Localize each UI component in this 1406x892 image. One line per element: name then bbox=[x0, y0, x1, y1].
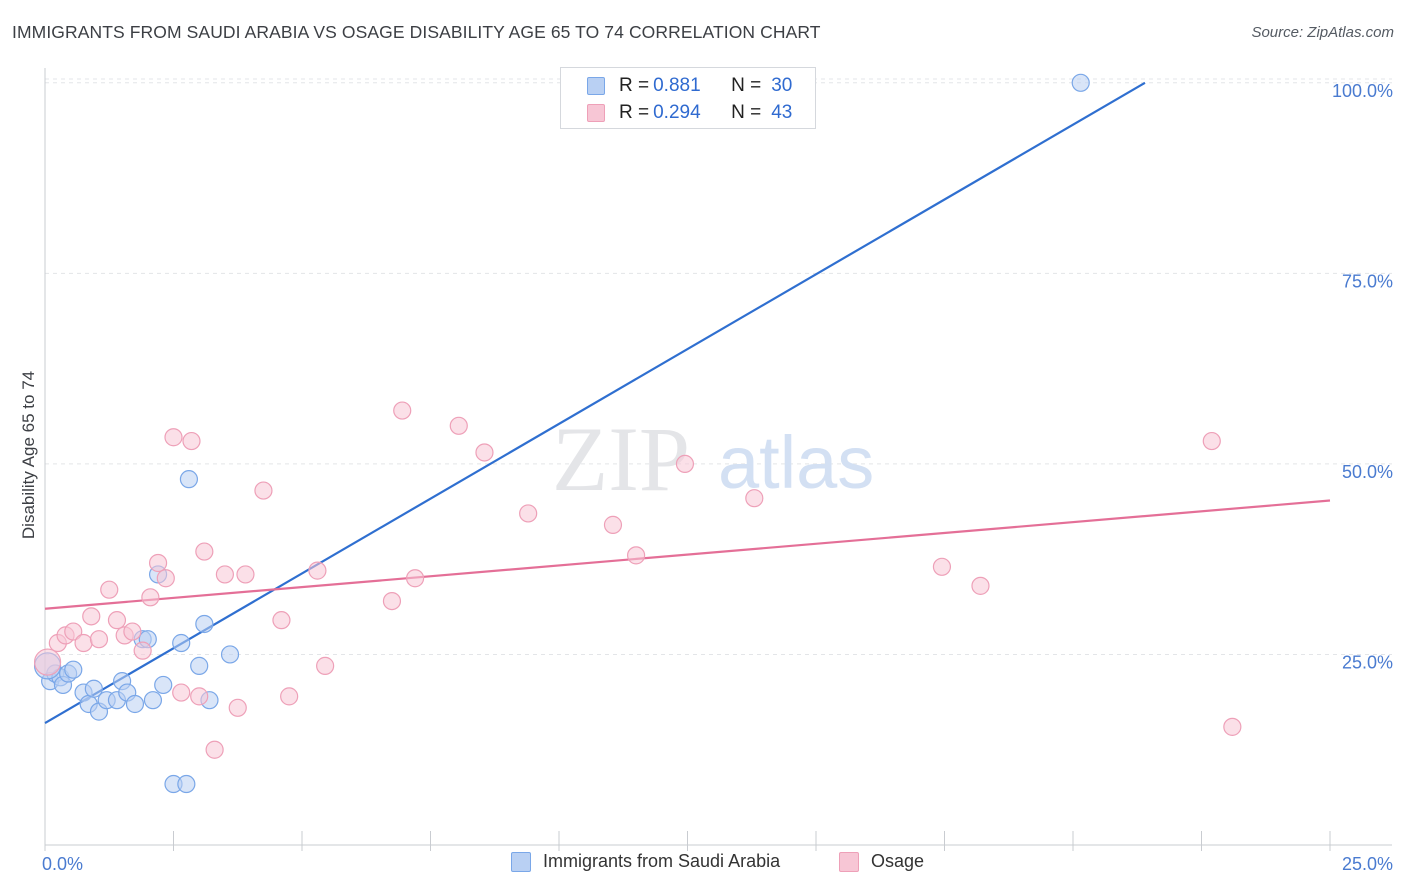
series-swatch-saudi bbox=[511, 851, 531, 872]
point-osage bbox=[308, 561, 327, 580]
series-legend-saudi: Immigrants from Saudi Arabia bbox=[511, 851, 780, 872]
point-osage bbox=[123, 622, 142, 641]
tick-labels: 25.0% 50.0% 75.0% 100.0% 0.0% 25.0% bbox=[42, 81, 1393, 874]
watermark-zip: ZIP bbox=[552, 408, 690, 510]
point-osage bbox=[675, 454, 695, 474]
legend-n-label: N = bbox=[731, 75, 762, 96]
point-osage bbox=[393, 401, 412, 420]
trend-line-osage bbox=[44, 499, 1331, 610]
point-saudi bbox=[177, 774, 196, 794]
point-osage bbox=[272, 611, 291, 630]
x-tick-label: 0.0% bbox=[42, 854, 83, 874]
point-saudi bbox=[220, 645, 240, 664]
point-osage bbox=[254, 481, 273, 500]
legend-n-value: 43 bbox=[771, 102, 793, 123]
point-saudi bbox=[1071, 73, 1090, 92]
point-osage bbox=[74, 633, 93, 653]
point-osage bbox=[519, 504, 538, 523]
y-tick-label: 25.0% bbox=[1342, 652, 1393, 672]
series-swatch-osage bbox=[839, 851, 859, 872]
correlation-legend: R = 0.881 N = 30 R = 0.294 N = 43 bbox=[560, 67, 816, 129]
point-osage bbox=[449, 416, 468, 435]
axes bbox=[44, 68, 1392, 851]
x-tick-label: 25.0% bbox=[1342, 854, 1393, 874]
legend-row-saudi: R = 0.881 N = 30 bbox=[587, 74, 792, 98]
chart-title: IMMIGRANTS FROM SAUDI ARABIA VS OSAGE DI… bbox=[12, 22, 821, 42]
y-tick-label: 75.0% bbox=[1342, 271, 1393, 291]
legend-swatch-saudi bbox=[587, 77, 605, 95]
legend-n-label: N = bbox=[731, 102, 762, 123]
point-osage bbox=[172, 683, 191, 702]
series-legend: Immigrants from Saudi Arabia Osage bbox=[0, 851, 1406, 877]
point-osage bbox=[107, 611, 127, 630]
watermark-atlas: atlas bbox=[718, 421, 874, 504]
y-tick-label: 50.0% bbox=[1342, 462, 1393, 482]
series-legend-osage: Osage bbox=[839, 851, 924, 872]
point-osage bbox=[745, 489, 764, 508]
point-saudi bbox=[179, 470, 199, 489]
legend-r-value: 0.881 bbox=[653, 75, 701, 96]
point-osage bbox=[82, 607, 101, 626]
point-osage bbox=[316, 656, 335, 675]
legend-r-label: R = bbox=[619, 75, 650, 96]
point-osage bbox=[228, 698, 247, 717]
watermark: ZIP atlas bbox=[552, 408, 874, 510]
point-saudi bbox=[143, 691, 163, 710]
point-saudi bbox=[84, 679, 103, 698]
point-osage bbox=[148, 553, 168, 573]
y-tick-label: 100.0% bbox=[1332, 81, 1393, 101]
point-osage bbox=[603, 515, 623, 534]
point-osage bbox=[190, 687, 209, 706]
point-osage bbox=[64, 622, 83, 641]
point-osage bbox=[156, 569, 175, 588]
point-osage bbox=[382, 591, 402, 611]
point-osage bbox=[133, 641, 152, 660]
point-osage bbox=[164, 428, 183, 447]
point-osage bbox=[205, 740, 224, 759]
point-osage bbox=[182, 431, 201, 451]
point-osage bbox=[1223, 717, 1242, 736]
point-osage bbox=[626, 546, 646, 565]
point-saudi bbox=[125, 694, 145, 714]
point-osage bbox=[100, 580, 119, 599]
chart-source: Source: ZipAtlas.com bbox=[1251, 24, 1394, 41]
point-osage bbox=[405, 569, 425, 588]
point-saudi bbox=[190, 656, 209, 675]
legend-r-value: 0.294 bbox=[653, 102, 701, 123]
point-saudi bbox=[195, 614, 214, 634]
point-osage bbox=[195, 542, 214, 561]
point-saudi bbox=[154, 675, 173, 695]
point-osage bbox=[215, 565, 234, 584]
point-osage bbox=[236, 565, 255, 584]
point-osage bbox=[932, 557, 952, 576]
legend-n-value: 30 bbox=[771, 75, 793, 96]
trend-line-saudi bbox=[44, 81, 1146, 725]
point-osage bbox=[1202, 431, 1221, 451]
data-points bbox=[33, 73, 1242, 794]
point-osage bbox=[280, 687, 299, 706]
point-saudi bbox=[64, 660, 83, 679]
point-osage bbox=[475, 443, 494, 462]
legend-swatch-osage bbox=[587, 104, 605, 122]
y-axis-label: Disability Age 65 to 74 bbox=[19, 371, 38, 539]
point-osage bbox=[33, 648, 62, 676]
point-osage bbox=[89, 630, 109, 649]
point-osage bbox=[141, 588, 160, 607]
trend-lines bbox=[44, 81, 1331, 725]
point-osage bbox=[971, 576, 990, 595]
legend-r-label: R = bbox=[619, 102, 650, 123]
point-saudi bbox=[172, 633, 191, 653]
legend-row-osage: R = 0.294 N = 43 bbox=[587, 101, 792, 125]
series-name-saudi: Immigrants from Saudi Arabia bbox=[543, 851, 781, 871]
series-name-osage: Osage bbox=[871, 851, 925, 871]
